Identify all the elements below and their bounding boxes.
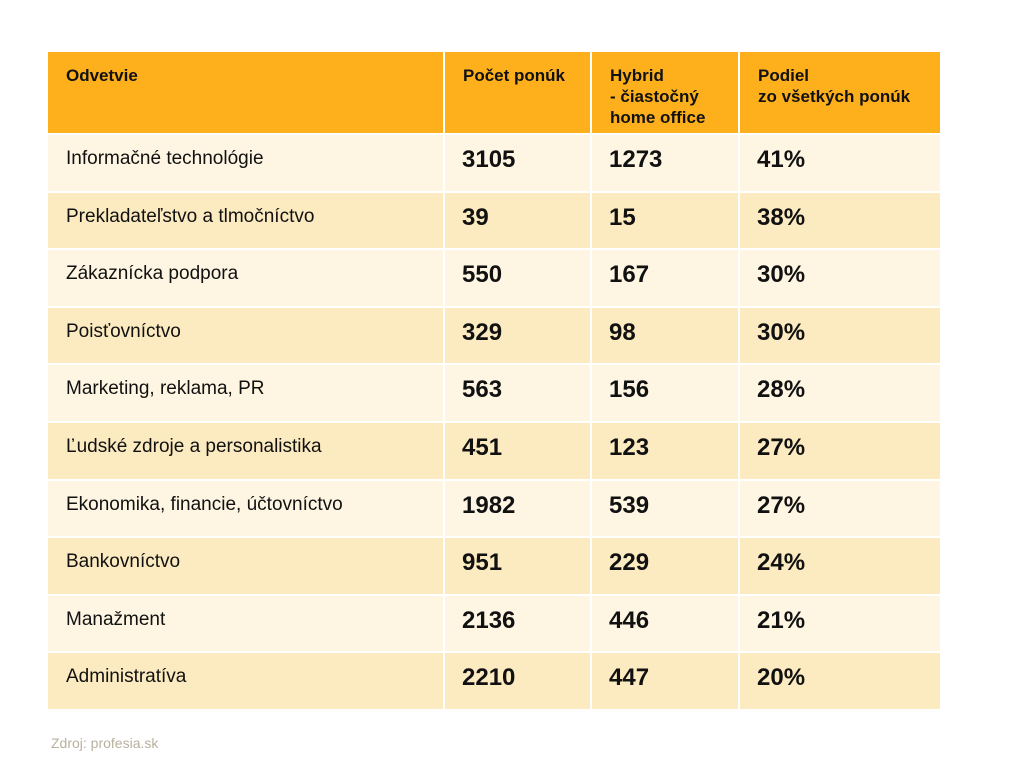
header-label: home office	[610, 108, 706, 127]
hybrid-count-cell: 539	[592, 480, 738, 537]
header-label: zo všetkých ponúk	[758, 87, 911, 106]
table-row: Informačné technológie 3105 1273 41%	[48, 135, 940, 191]
hybrid-count-cell: 229	[592, 538, 738, 594]
share-cell: 28%	[740, 365, 940, 421]
data-table: Odvetvie Počet ponúk Hybrid - čiastočný home…	[46, 50, 942, 711]
industry-cell: Ľudské zdroje a personalistika	[48, 422, 443, 479]
offer-count-cell: 329	[445, 307, 590, 364]
table-row: Ekonomika, financie, účtovníctvo 1982 539 2…	[48, 480, 940, 537]
header-share: Podiel zo všetkých ponúk	[740, 52, 940, 133]
table-row: Manažment 2136 446 21%	[48, 595, 940, 652]
industry-cell: Bankovníctvo	[48, 538, 443, 594]
hybrid-count-cell: 98	[592, 307, 738, 364]
offer-count-cell: 2136	[445, 595, 590, 652]
header-offer-count: Počet ponúk	[445, 52, 590, 133]
industry-cell: Marketing, reklama, PR	[48, 365, 443, 421]
industry-cell: Ekonomika, financie, účtovníctvo	[48, 480, 443, 537]
hybrid-count-cell: 1273	[592, 135, 738, 191]
share-cell: 30%	[740, 307, 940, 364]
hybrid-count-cell: 167	[592, 250, 738, 306]
header-label: Odvetvie	[66, 66, 138, 85]
header-label: Počet ponúk	[463, 66, 566, 85]
header-industry: Odvetvie	[48, 52, 443, 133]
share-cell: 20%	[740, 653, 940, 709]
offer-count-cell: 39	[445, 192, 590, 249]
source-note: Zdroj: profesia.sk	[51, 735, 159, 751]
header-label: - čiastočný	[610, 87, 699, 106]
offer-count-cell: 451	[445, 422, 590, 479]
share-cell: 38%	[740, 192, 940, 249]
share-cell: 21%	[740, 595, 940, 652]
offer-count-cell: 1982	[445, 480, 590, 537]
industry-cell: Poisťovníctvo	[48, 307, 443, 364]
offer-count-cell: 563	[445, 365, 590, 421]
table-row: Prekladateľstvo a tlmočníctvo 39 15 38%	[48, 192, 940, 249]
table-row: Administratíva 2210 447 20%	[48, 653, 940, 709]
industry-cell: Informačné technológie	[48, 135, 443, 191]
hybrid-count-cell: 447	[592, 653, 738, 709]
table-row: Marketing, reklama, PR 563 156 28%	[48, 365, 940, 421]
table-row: Zákaznícka podpora 550 167 30%	[48, 250, 940, 306]
hybrid-count-cell: 156	[592, 365, 738, 421]
header-label: Hybrid	[610, 66, 664, 85]
offer-count-cell: 550	[445, 250, 590, 306]
share-cell: 24%	[740, 538, 940, 594]
industry-cell: Prekladateľstvo a tlmočníctvo	[48, 192, 443, 249]
industry-cell: Administratíva	[48, 653, 443, 709]
offer-count-cell: 3105	[445, 135, 590, 191]
table-row: Bankovníctvo 951 229 24%	[48, 538, 940, 594]
share-cell: 27%	[740, 422, 940, 479]
share-cell: 41%	[740, 135, 940, 191]
header-label: Podiel	[758, 66, 810, 85]
hybrid-count-cell: 446	[592, 595, 738, 652]
offer-count-cell: 2210	[445, 653, 590, 709]
table-row: Ľudské zdroje a personalistika 451 123 27%	[48, 422, 940, 479]
table-row: Poisťovníctvo 329 98 30%	[48, 307, 940, 364]
header-hybrid: Hybrid - čiastočný home office	[592, 52, 738, 133]
share-cell: 30%	[740, 250, 940, 306]
hybrid-count-cell: 123	[592, 422, 738, 479]
share-cell: 27%	[740, 480, 940, 537]
hybrid-count-cell: 15	[592, 192, 738, 249]
header-row: Odvetvie Počet ponúk Hybrid - čiastočný home…	[48, 52, 940, 133]
industry-cell: Manažment	[48, 595, 443, 652]
offer-count-cell: 951	[445, 538, 590, 594]
industry-cell: Zákaznícka podpora	[48, 250, 443, 306]
